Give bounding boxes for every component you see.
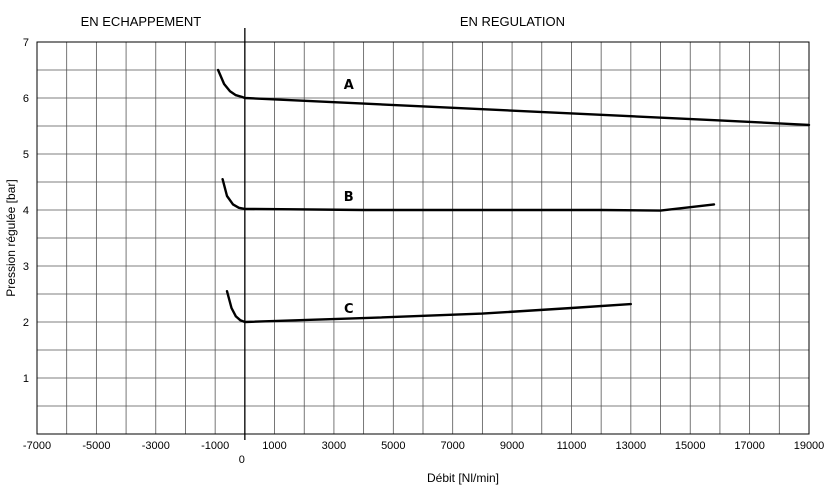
x-tick-label: 13000 <box>616 440 647 452</box>
x-axis-ticks: -7000 -5000 -3000 -1000 1000 3000 5000 7000 9000… <box>23 440 824 466</box>
x-tick-label: -3000 <box>142 440 170 452</box>
series-line-c <box>225 290 632 324</box>
grid <box>37 42 809 434</box>
region-labels: EN ECHAPPEMENT EN REGULATION <box>81 14 565 29</box>
x-tick-label: 11000 <box>557 440 587 452</box>
x-tick-label: 7000 <box>440 440 464 452</box>
x-tick-label: 15000 <box>675 440 706 452</box>
y-tick-label: 1 <box>23 373 29 385</box>
x-tick-label: -7000 <box>23 440 51 452</box>
y-tick-label: 7 <box>23 37 29 49</box>
x-tick-label: 1000 <box>262 440 286 452</box>
x-tick-label: 5000 <box>381 440 405 452</box>
series-line-a <box>216 68 811 127</box>
y-tick-label: 4 <box>23 205 29 217</box>
x-tick-label: 9000 <box>500 440 524 452</box>
y-tick-label: 3 <box>23 261 29 273</box>
series-label-b: B <box>344 190 354 205</box>
x-tick-zero-label: 0 <box>239 454 245 466</box>
region-label-regulation: EN REGULATION <box>460 14 565 29</box>
region-label-exhaust: EN ECHAPPEMENT <box>81 14 202 29</box>
y-tick-label: 5 <box>23 149 29 161</box>
series-line-b <box>221 178 716 212</box>
x-tick-label: -5000 <box>82 440 110 452</box>
x-tick-label: 19000 <box>794 440 825 452</box>
plot-frame <box>36 41 810 435</box>
x-tick-label: -1000 <box>201 440 229 452</box>
series-label-a: A <box>344 78 354 93</box>
x-tick-label: 3000 <box>322 440 346 452</box>
x-tick-label: 17000 <box>734 440 765 452</box>
series-group: A B C <box>216 68 811 324</box>
y-axis-label: Pression régulée [bar] <box>4 179 18 296</box>
x-axis-label: Débit [Nl/min] <box>427 471 499 485</box>
series-label-c: C <box>344 302 354 317</box>
y-tick-label: 2 <box>23 317 29 329</box>
y-tick-label: 6 <box>23 93 29 105</box>
y-axis-ticks: 1 2 3 4 5 6 7 <box>23 37 29 385</box>
